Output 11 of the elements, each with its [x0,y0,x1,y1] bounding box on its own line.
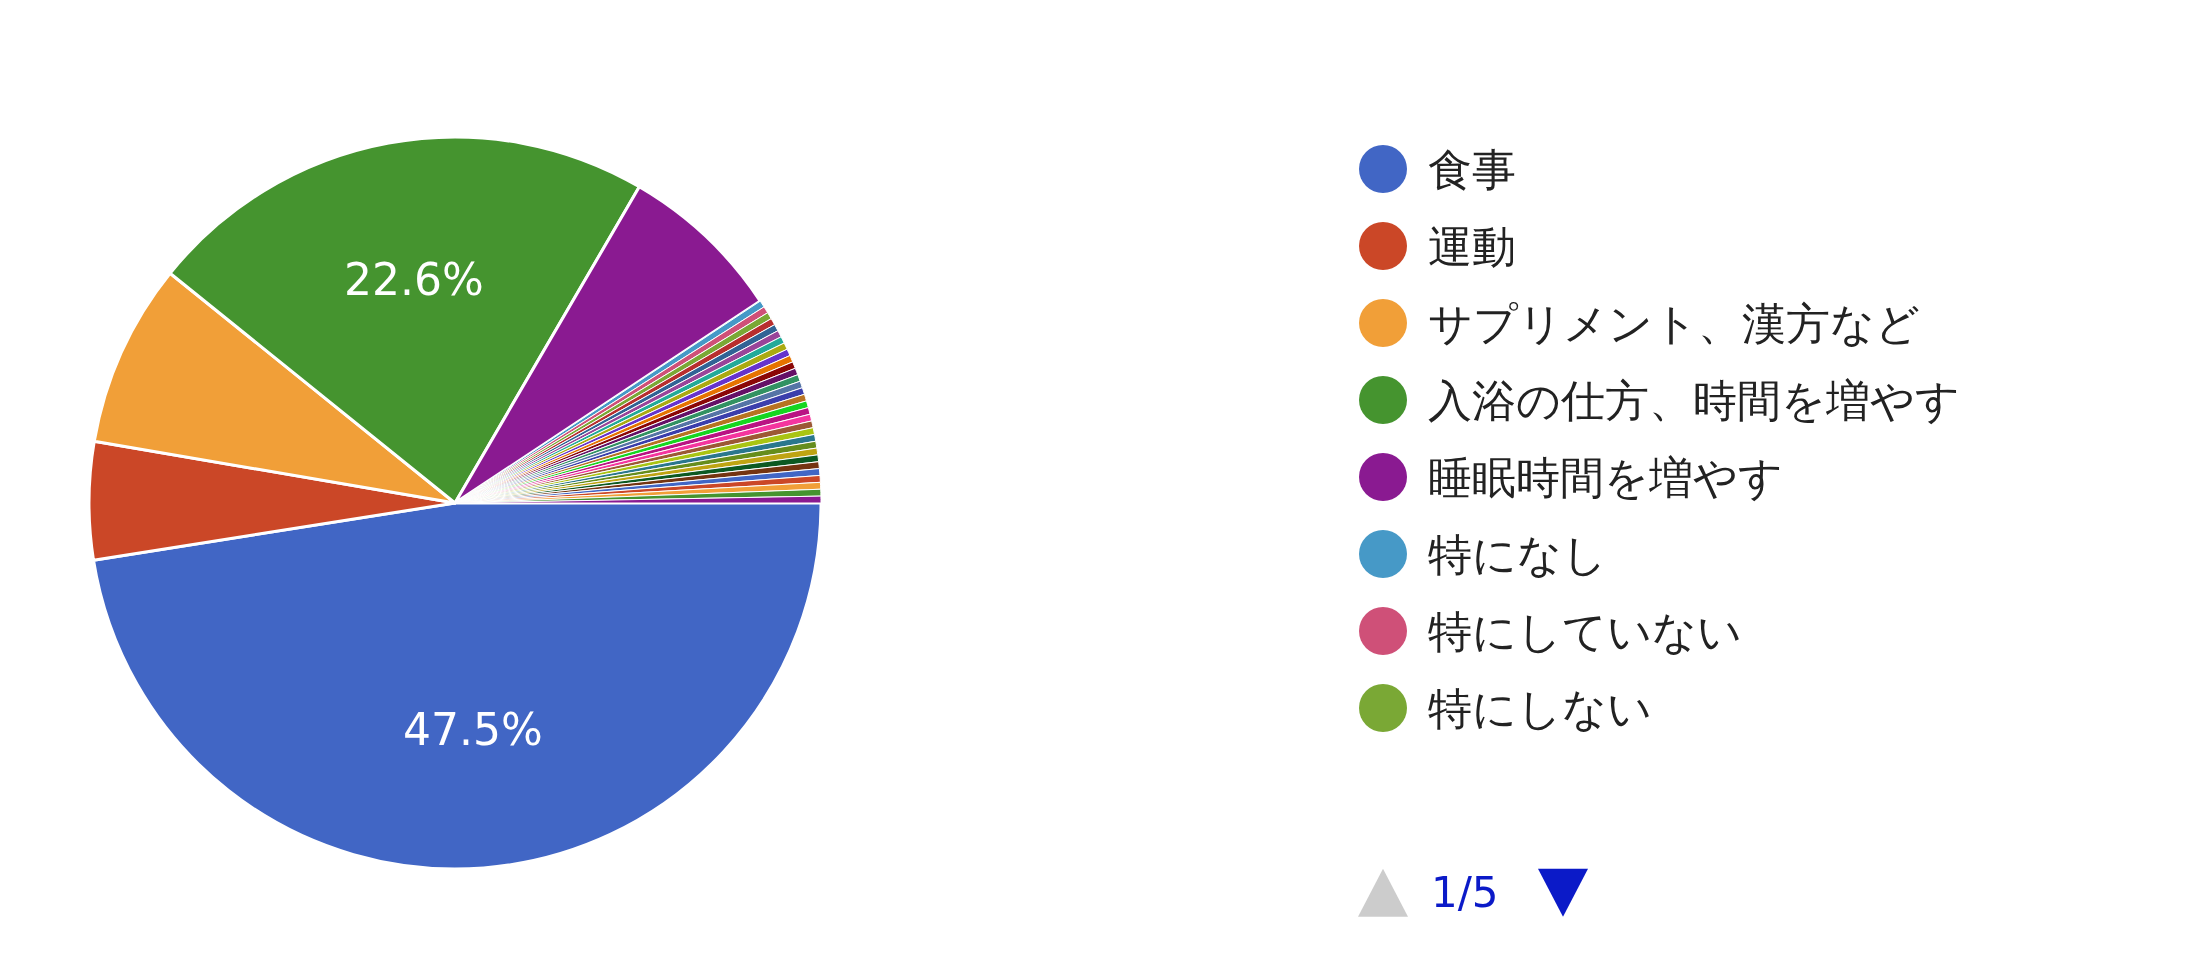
legend-label: 睡眠時間を増やす [1428,451,1783,503]
legend-label: 特にしていない [1428,605,1742,657]
legend-label: 入浴の仕方、時間を増やす [1428,374,1960,426]
legend-label: 運動 [1428,220,1516,272]
legend-label: サプリメント、漢方など [1428,297,1920,349]
data-label: 47.5% [402,703,543,755]
text: 1/5 [1431,868,1499,918]
legend-label: 食事 [1428,143,1516,195]
data-label: 22.6% [343,254,484,306]
legend-label: 特になし [1428,528,1607,580]
legend-label: 特にしない [1428,682,1652,734]
